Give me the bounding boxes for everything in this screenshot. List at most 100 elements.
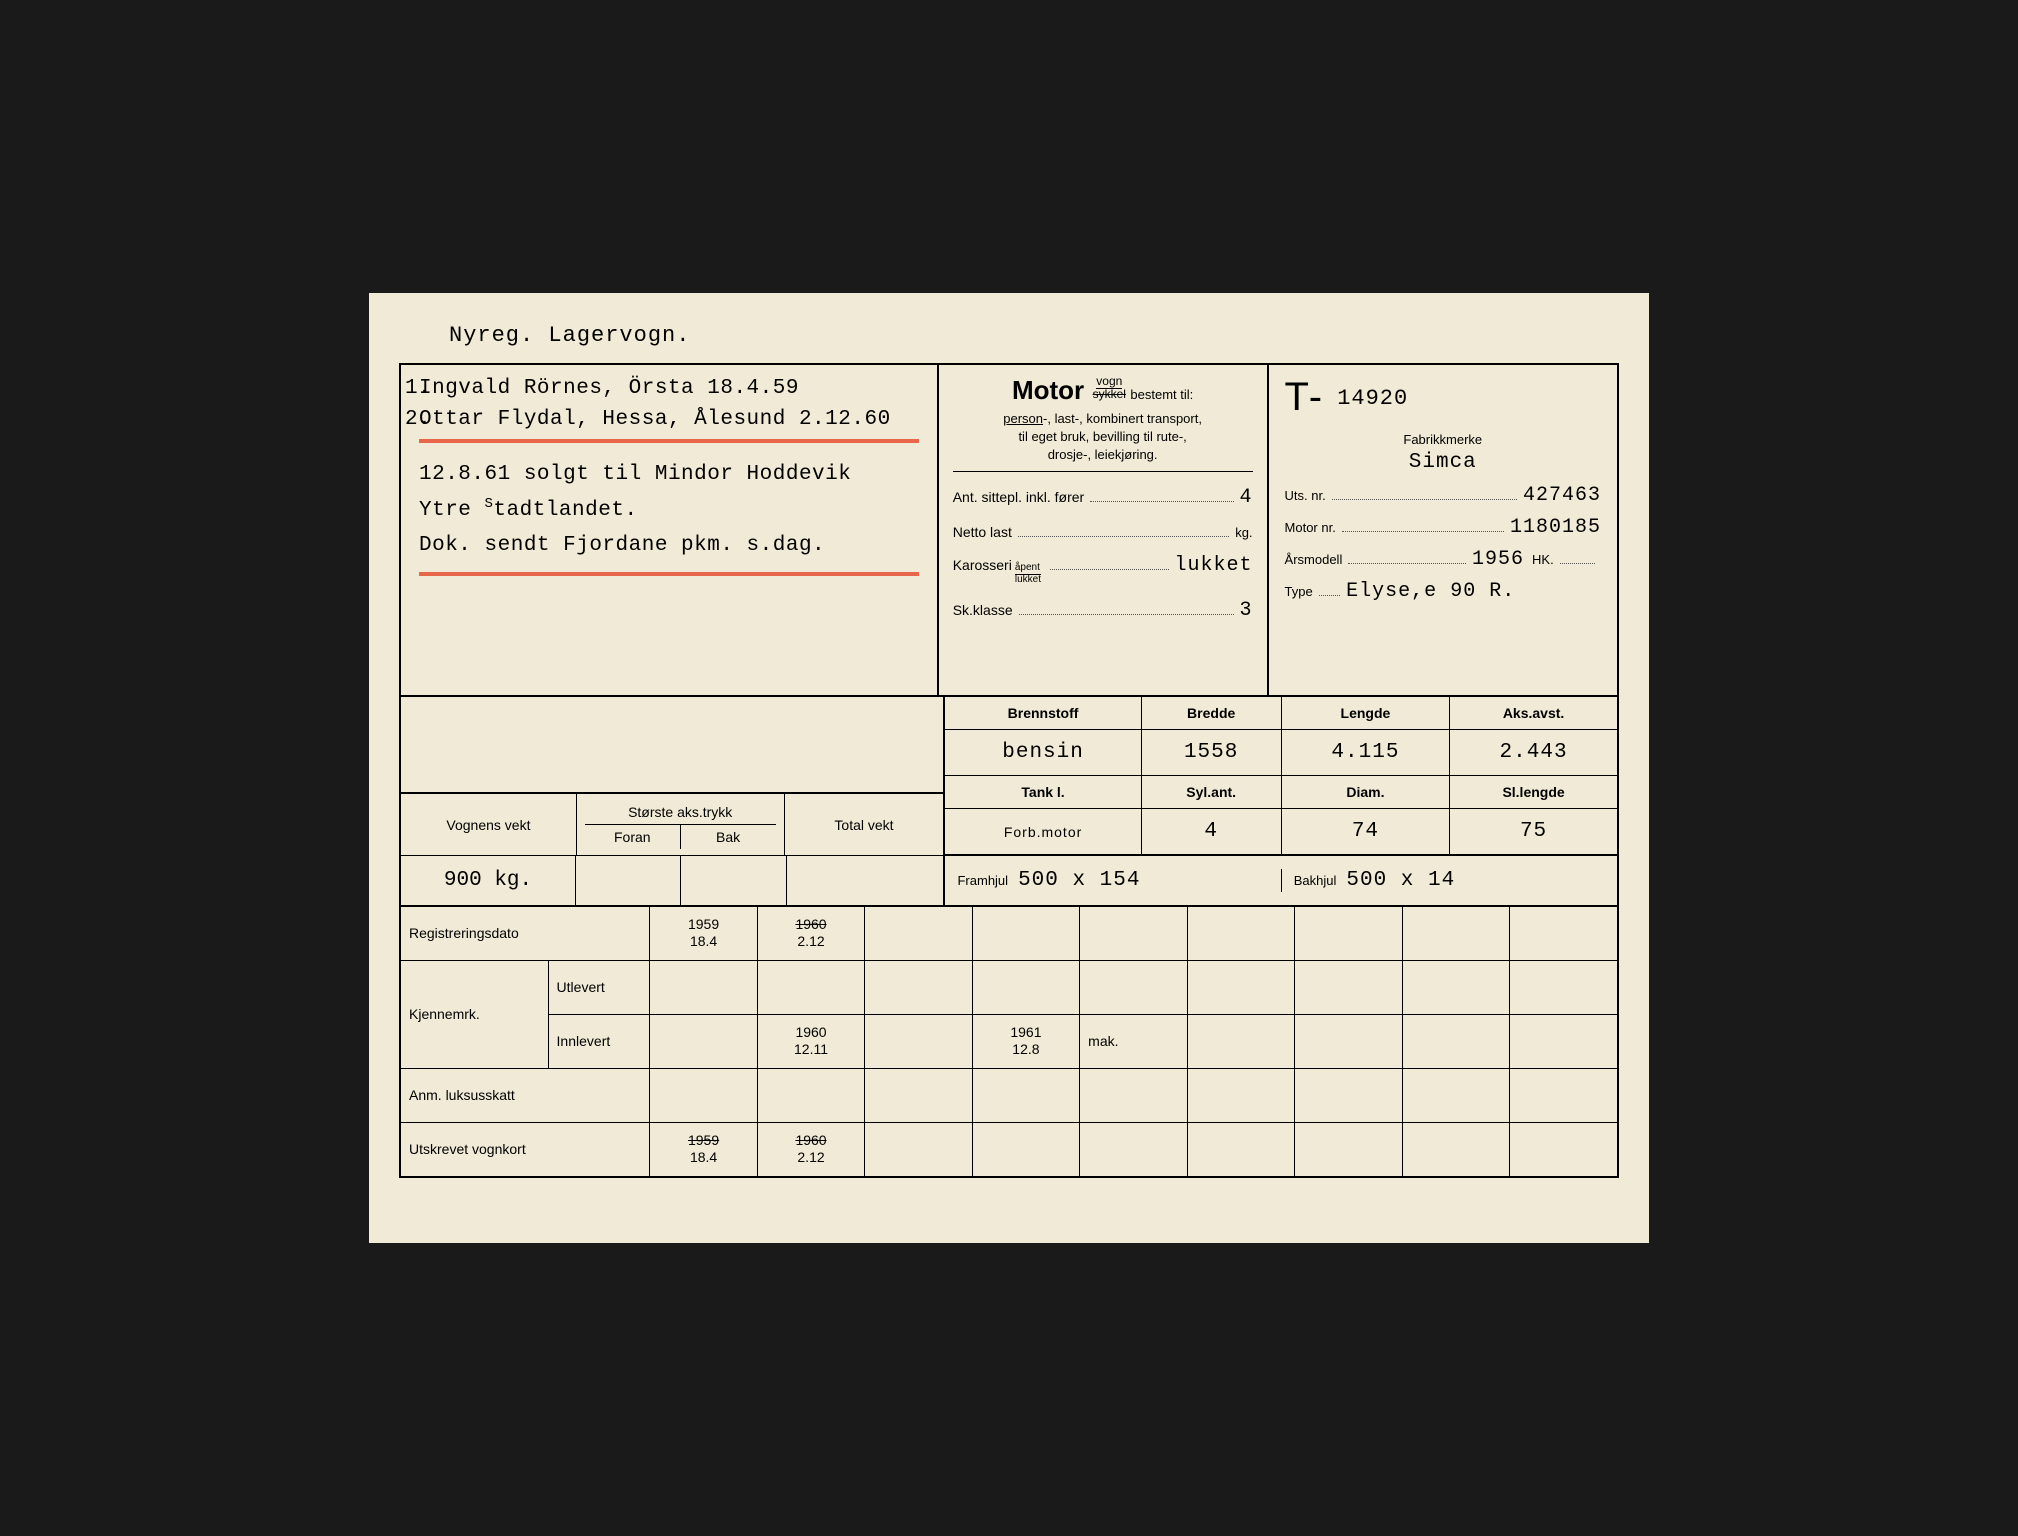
lbl: Største aks.trykk [585,800,776,825]
mid-left: Vognens vekt Største aks.trykk Foran Bak… [401,697,945,905]
lbl: Ant. sittepl. inkl. fører [953,489,1084,505]
lbl: Innlevert [548,1014,650,1068]
reg-box: T- 14920 Fabrikkmerke Simca Uts. nr. 427… [1269,365,1617,695]
sold-block: 12.8.61 solgt til Mindor Hoddevik Ytre S… [419,457,919,564]
lbl: Total vekt [785,794,944,855]
t: Ytre [419,499,485,522]
strike: sykkel [1093,387,1126,401]
anm-row: Anm. luksusskatt [401,1068,1617,1122]
val: 19602.12 [757,1122,864,1176]
weight-header: Vognens vekt Største aks.trykk Foran Bak… [401,792,945,855]
owner-line-1: 1. Ingvald Rörnes, Örsta 18.4.59 [419,377,919,400]
utskrevet-row: Utskrevet vognkort 195918.4 19602.12 [401,1122,1617,1176]
motor-title: Motor [1012,375,1084,406]
uts-row: Uts. nr. 427463 [1285,484,1601,507]
t: person [1003,411,1043,426]
t: til eget bruk, bevilling til rute-, [1018,429,1186,444]
th: Syl.ant. [1141,776,1281,809]
mid-specs: Vognens vekt Største aks.trykk Foran Bak… [401,695,1617,905]
td: Forb.motor [945,809,1141,855]
frac: åpent lukket [1015,563,1041,585]
mid-right: Brennstoff Bredde Lengde Aks.avst. bensi… [945,697,1617,905]
skklasse-row: Sk.klasse 3 [953,599,1253,622]
reg-dato-row: Registreringsdato 195918.4 19602.12 [401,906,1617,960]
td: 1558 [1141,730,1281,776]
lbl: Registreringsdato [401,906,650,960]
plate: T- 14920 [1285,375,1601,420]
unit: kg. [1235,525,1252,540]
red-underline [419,572,919,576]
plate-prefix: T- [1285,375,1325,419]
val: 1956 [1472,548,1524,571]
lbl: Kjennemrk. [401,960,548,1068]
utlevert-row: Kjennemrk. Utlevert [401,960,1617,1014]
lbl: HK. [1532,552,1554,567]
weight-vals: 900 kg. [401,855,945,905]
val: 196112.8 [972,1014,1079,1068]
td: bensin [945,730,1141,776]
main-grid: 1. Ingvald Rörnes, Örsta 18.4.59 2. Otta… [399,363,1619,1178]
wheels-row: Framhjul 500 x 154 Bakhjul 500 x 14 [945,855,1617,905]
t: tadtlandet. [493,499,637,522]
plate-num: 14920 [1337,386,1408,411]
bottom-table: Registreringsdato 195918.4 19602.12 Kjen… [401,905,1617,1176]
val [576,856,681,905]
owner-num: 1. [405,377,431,400]
motor-box: Motor vogn sykkel bestemt til: person-, … [939,365,1269,695]
owners-box: 1. Ingvald Rörnes, Örsta 18.4.59 2. Otta… [401,365,939,695]
owner-text: Ingvald Rörnes, Örsta 18.4.59 [419,377,799,400]
val: 500 x 14 [1346,869,1455,892]
lbl: Motor nr. [1285,520,1336,535]
val: Elyse,e 90 R. [1346,580,1515,603]
val: 900 kg. [401,856,576,905]
netto-row: Netto last kg. [953,523,1253,540]
lbl: Framhjul [957,873,1008,888]
t: drosje-, leiekjøring. [1048,447,1158,462]
th: Bredde [1141,697,1281,730]
val: 1180185 [1510,516,1601,539]
owner-text: Ottar Flydal, Hessa, Ålesund 2.12.60 [419,408,891,431]
lbl: Type [1285,584,1313,599]
lbl: Utlevert [548,960,650,1014]
aks: Største aks.trykk Foran Bak [577,794,785,855]
val: 3 [1240,599,1253,622]
val: 195918.4 [650,1122,757,1176]
th: Lengde [1281,697,1449,730]
spec-table: Brennstoff Bredde Lengde Aks.avst. bensi… [945,697,1617,855]
t: åpent [1015,563,1041,575]
red-underline [419,439,919,443]
karosseri-row: Karosseri åpent lukket lukket [953,554,1253,585]
type-row: Type Elyse,e 90 R. [1285,580,1601,603]
val: 500 x 154 [1018,869,1140,892]
val: 4 [1240,486,1253,509]
owner-line-2: 2. Ottar Flydal, Hessa, Ålesund 2.12.60 [419,408,919,431]
td: 4.115 [1281,730,1449,776]
td: 4 [1141,809,1281,855]
top-row: 1. Ingvald Rörnes, Örsta 18.4.59 2. Otta… [401,365,1617,695]
lbl: Sk.klasse [953,602,1013,618]
val: mak. [1080,1014,1187,1068]
sold-line2: Ytre Stadtlandet. [419,493,919,529]
lbl: Fabrikkmerke [1285,432,1601,447]
lbl: Vognens vekt [401,794,577,855]
val: lukket [1175,554,1253,577]
lbl: Karosseri [953,557,1012,573]
motornr-row: Motor nr. 1180185 [1285,516,1601,539]
td: 2.443 [1450,730,1617,776]
t: lukket [1015,575,1041,585]
val [787,856,944,905]
arsmodell-row: Årsmodell 1956 HK. [1285,548,1601,571]
val: Simca [1285,451,1601,474]
blank-area [401,697,945,792]
lbl: Utskrevet vognkort [401,1122,650,1176]
val: 195918.4 [650,906,757,960]
th: Diam. [1281,776,1449,809]
innlevert-row: Innlevert 196012.11 196112.8 mak. [401,1014,1617,1068]
bestemt: bestemt til: [1130,387,1193,402]
val [681,856,786,905]
framhjul: Framhjul 500 x 154 [945,869,1281,892]
td: 75 [1450,809,1617,855]
lbl: Bak [681,825,776,849]
registration-card: Nyreg. Lagervogn. 1. Ingvald Rörnes, Örs… [369,293,1649,1243]
lbl: Netto last [953,524,1012,540]
